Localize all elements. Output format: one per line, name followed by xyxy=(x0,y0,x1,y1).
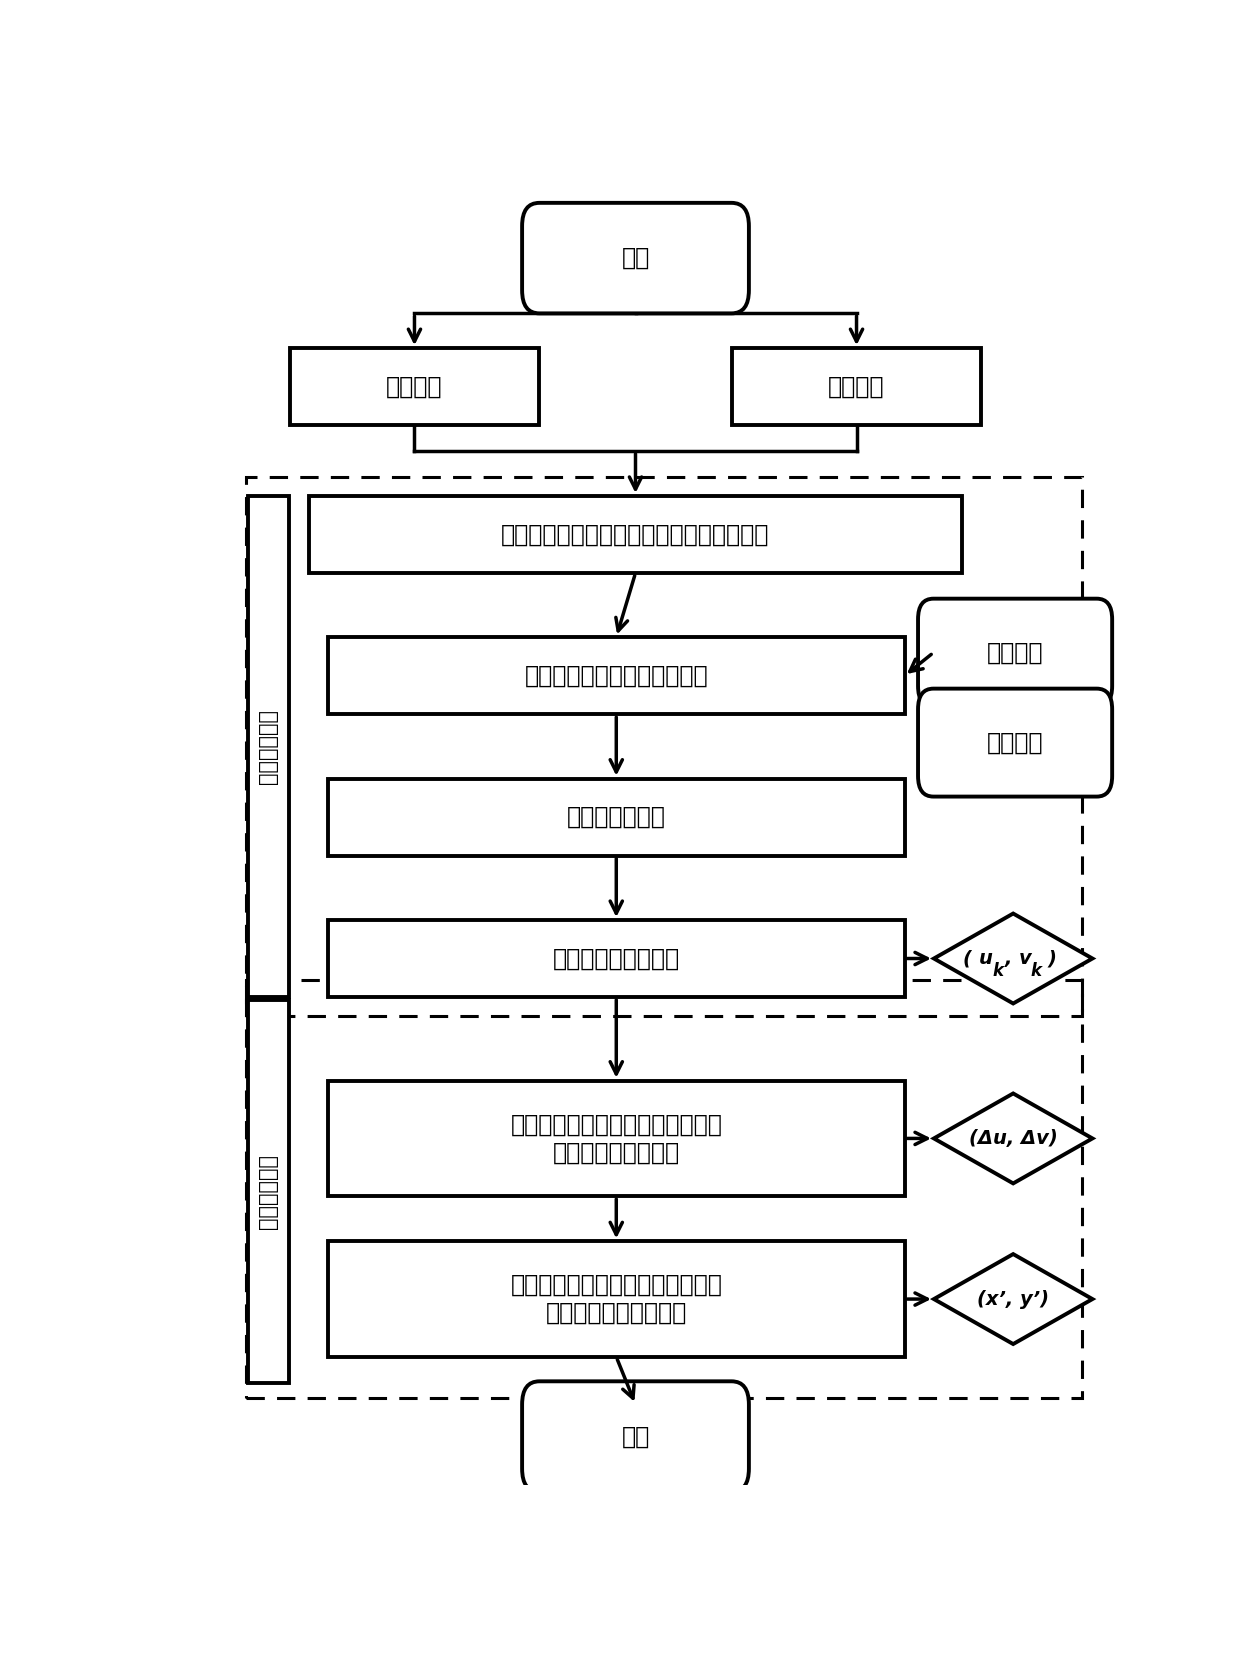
Bar xyxy=(248,496,289,996)
Text: (x’, y’): (x’, y’) xyxy=(977,1290,1049,1308)
Text: (Δu, Δv): (Δu, Δv) xyxy=(968,1128,1058,1148)
Bar xyxy=(248,1000,289,1382)
Text: 获得整数级像素位移: 获得整数级像素位移 xyxy=(553,946,680,970)
Bar xyxy=(247,477,1083,1016)
Bar xyxy=(732,349,982,426)
Text: 粗略测量过程: 粗略测量过程 xyxy=(258,709,279,784)
Text: k: k xyxy=(992,963,1003,980)
Bar xyxy=(309,496,962,572)
Text: 光照校正: 光照校正 xyxy=(987,641,1043,664)
Bar xyxy=(327,638,905,714)
Polygon shape xyxy=(934,913,1092,1003)
Bar xyxy=(247,980,1083,1399)
FancyBboxPatch shape xyxy=(522,1382,749,1492)
Text: u: u xyxy=(980,950,993,968)
Polygon shape xyxy=(934,1253,1092,1344)
Text: k: k xyxy=(1030,963,1042,980)
Text: 归一化相关函数: 归一化相关函数 xyxy=(567,804,666,829)
Text: 结束: 结束 xyxy=(621,1425,650,1449)
FancyBboxPatch shape xyxy=(918,689,1112,796)
Text: 对得到的圆投影向量进行校正: 对得到的圆投影向量进行校正 xyxy=(525,664,708,688)
Text: ,: , xyxy=(1004,950,1012,968)
Bar xyxy=(327,920,905,996)
Text: 模板图像: 模板图像 xyxy=(386,374,443,399)
Text: 待测图像: 待测图像 xyxy=(828,374,885,399)
Text: 噪声校正: 噪声校正 xyxy=(987,731,1043,754)
Text: (: ( xyxy=(962,950,971,968)
Polygon shape xyxy=(934,1093,1092,1183)
Text: ): ) xyxy=(1047,950,1056,968)
Bar xyxy=(327,1242,905,1357)
Text: 结合整数级像素位移和亚像素级位
移计算最终位移测量值: 结合整数级像素位移和亚像素级位 移计算最终位移测量值 xyxy=(511,1273,722,1325)
Bar xyxy=(327,778,905,856)
Text: 分别获取模板图像和待测图像的圆投影向量: 分别获取模板图像和待测图像的圆投影向量 xyxy=(501,522,770,546)
Text: 精确测量过程: 精确测量过程 xyxy=(258,1153,279,1228)
FancyBboxPatch shape xyxy=(918,599,1112,706)
Bar xyxy=(327,1080,905,1197)
Text: 开始: 开始 xyxy=(621,245,650,270)
FancyBboxPatch shape xyxy=(522,204,749,314)
Text: 采用基于图像梯度函数的亚像素算
法获取亚像素级位移: 采用基于图像梯度函数的亚像素算 法获取亚像素级位移 xyxy=(511,1113,722,1165)
Bar xyxy=(290,349,539,426)
Text: v: v xyxy=(1018,950,1032,968)
